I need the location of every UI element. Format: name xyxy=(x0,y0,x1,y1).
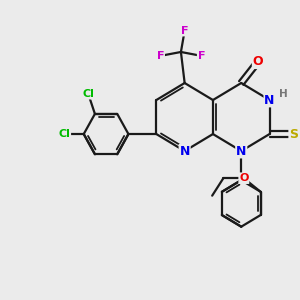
Text: S: S xyxy=(289,128,298,141)
Text: N: N xyxy=(264,94,275,106)
Text: N: N xyxy=(236,145,246,158)
Text: O: O xyxy=(253,55,263,68)
Text: N: N xyxy=(179,145,190,158)
Text: F: F xyxy=(157,51,164,61)
Text: H: H xyxy=(279,89,288,99)
Text: Cl: Cl xyxy=(58,129,70,139)
Text: F: F xyxy=(181,26,188,36)
Text: Cl: Cl xyxy=(82,89,94,99)
Text: O: O xyxy=(239,173,248,183)
Text: F: F xyxy=(198,51,205,61)
